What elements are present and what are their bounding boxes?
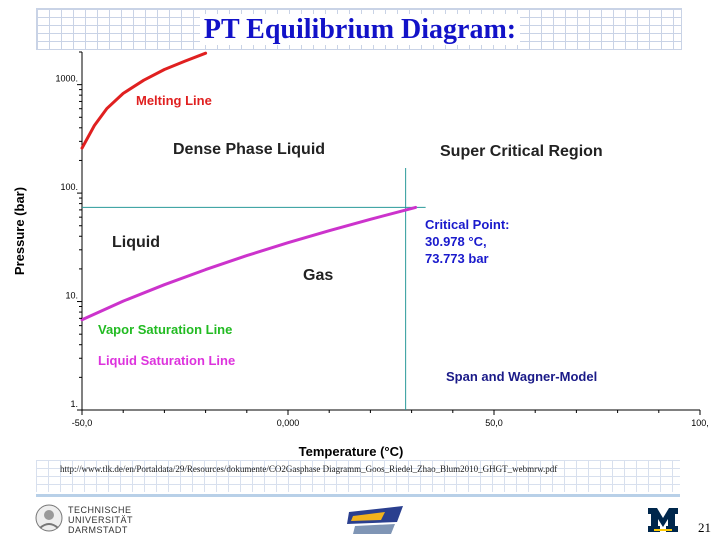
x-tick-label: 0,000 [277, 418, 300, 428]
tud-line-1: TECHNISCHE [68, 505, 132, 515]
pt-chart-container: Temperature (°C) Pressure (bar) -50,0 0,00… [10, 50, 710, 462]
tu-darmstadt-logo-icon [35, 504, 63, 532]
liquid-saturation-label: Liquid Saturation Line [98, 353, 235, 368]
source-url[interactable]: http://www.tlk.de/en/Portaldata/29/Resou… [60, 464, 558, 474]
footer-divider [36, 494, 680, 497]
vapor-saturation-label: Vapor Saturation Line [98, 322, 232, 337]
page-number: 21 [698, 520, 711, 535]
y-tick-label: 100. [60, 182, 78, 192]
y-tick-label: 1. [70, 399, 78, 409]
tud-line-2: UNIVERSITÄT [68, 515, 134, 525]
y-tick-label: 1000. [55, 74, 78, 84]
gas-region-label: Gas [303, 267, 333, 284]
series-vapor-saturation-line [80, 205, 418, 322]
liquid-region-label: Liquid [112, 234, 160, 251]
x-tick-label: 50,0 [485, 418, 503, 428]
y-axis-label: Pressure (bar) [12, 187, 27, 275]
institute-logo-icon [347, 506, 403, 534]
super-critical-label: Super Critical Region [440, 143, 603, 160]
critical-point-label: Critical Point: [425, 217, 510, 232]
dense-phase-label: Dense Phase Liquid [173, 141, 325, 158]
critical-guides [82, 168, 426, 410]
critical-pressure-value: 73.773 bar [425, 251, 489, 266]
source-grid-band [36, 460, 680, 492]
slide-title-text: PT Equilibrium Diagram: [199, 14, 521, 45]
x-axis-label: Temperature (°C) [299, 444, 404, 459]
x-tick-label: 100, [691, 418, 709, 428]
pt-equilibrium-chart: Temperature (°C) Pressure (bar) -50,0 0,00… [12, 51, 709, 459]
model-label: Span and Wagner-Model [446, 369, 597, 384]
tud-line-3: DARMSTADT [68, 525, 128, 535]
series-melting-line [80, 51, 208, 150]
university-of-michigan-logo-icon [648, 508, 678, 532]
chart-axes: Temperature (°C) Pressure (bar) [12, 52, 700, 459]
tu-darmstadt-wordmark: TECHNISCHE UNIVERSITÄT DARMSTADT [68, 505, 133, 535]
chart-ticks: -50,0 0,000 50,0 100, 1. 10. 100. 1000. [55, 51, 709, 428]
melting-line-label: Melting Line [136, 93, 212, 108]
chart-annotations: Melting Line Dense Phase Liquid Super Crit… [98, 93, 603, 384]
slide-title: PT Equilibrium Diagram: [0, 14, 720, 46]
y-tick-label: 10. [65, 291, 78, 301]
critical-temperature-value: 30.978 °C, [425, 234, 487, 249]
x-tick-label: -50,0 [72, 418, 93, 428]
chart-series [80, 51, 418, 322]
